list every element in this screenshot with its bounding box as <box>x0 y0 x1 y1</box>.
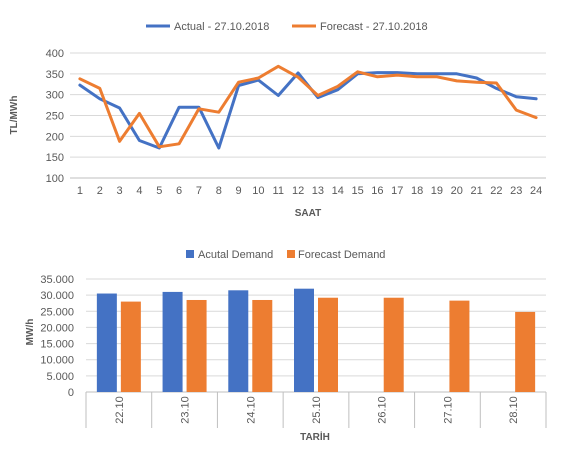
actual-demand-bar <box>228 290 249 392</box>
bar-series <box>96 288 536 392</box>
bar-y-tick-label: 15.000 <box>40 339 74 351</box>
line-y-tick-label: 350 <box>46 69 64 81</box>
forecast-demand-bar <box>449 300 470 392</box>
forecast-demand-bar <box>186 299 207 392</box>
line-x-tick-label: 18 <box>411 185 423 197</box>
legend-forecast-demand-swatch <box>287 250 295 258</box>
legend-actual-label: Actual - 27.10.2018 <box>174 21 269 33</box>
bar-y-tick-label: 0 <box>68 387 74 399</box>
line-x-tick-label: 13 <box>312 185 324 197</box>
line-legend: Actual - 27.10.2018 Forecast - 27.10.201… <box>146 21 428 33</box>
line-x-tick-label: 8 <box>216 185 222 197</box>
forecast-series-line <box>78 64 538 149</box>
bar-x-tick-label: 28.10 <box>508 396 520 424</box>
line-x-tick-label: 9 <box>236 185 242 197</box>
line-x-tick-label: 17 <box>391 185 403 197</box>
bar-y-tick-labels: 0 5.000 10.000 15.000 20.000 25.000 30.000 35.0… <box>40 274 74 399</box>
bar-y-tick-label: 5.000 <box>46 371 74 383</box>
line-x-tick-label: 24 <box>530 185 542 197</box>
bar-y-tick-label: 10.000 <box>40 355 74 367</box>
line-x-tick-label: 11 <box>273 185 284 197</box>
bar-y-axis-label: MW/h <box>25 319 36 346</box>
bar-legend: Acutal Demand Forecast Demand <box>186 249 385 261</box>
bar-y-tick-label: 20.000 <box>40 322 74 334</box>
line-y-tick-label: 300 <box>46 90 64 102</box>
legend-actual-demand-label: Acutal Demand <box>198 249 273 261</box>
line-x-tick-label: 4 <box>136 185 142 197</box>
line-x-tick-label: 20 <box>451 185 463 197</box>
line-x-tick-label: 23 <box>510 185 522 197</box>
bar-y-tick-label: 35.000 <box>40 274 74 286</box>
line-chart: Actual - 27.10.2018 Forecast - 27.10.201… <box>9 21 546 219</box>
bar-x-tick-label: 25.10 <box>311 396 323 424</box>
bar-chart: Acutal Demand Forecast Demand 0 5.000 10.0… <box>25 249 547 443</box>
bar-x-axis-label: TARİH <box>300 430 330 443</box>
line-y-axis-label: TL/MWh <box>9 96 20 135</box>
actual-demand-bar <box>96 293 117 392</box>
bar-x-tick-label: 27.10 <box>442 396 454 424</box>
line-gridlines <box>70 52 546 179</box>
line-series <box>78 64 538 150</box>
line-x-tick-labels: 1 2 3 4 5 6 7 8 9 10 11 12 13 14 15 16 17 18 19 20 21 22 23 24 <box>77 185 542 197</box>
line-y-tick-label: 400 <box>46 48 64 60</box>
line-y-tick-label: 200 <box>46 131 64 143</box>
line-x-tick-label: 12 <box>292 185 304 197</box>
line-x-tick-label: 10 <box>252 185 264 197</box>
bar-x-tick-label: 23.10 <box>180 396 192 424</box>
line-x-tick-label: 14 <box>332 185 344 197</box>
actual-demand-bar <box>294 288 314 392</box>
legend-forecast-label: Forecast - 27.10.2018 <box>320 21 428 33</box>
actual-demand-bar <box>162 291 183 392</box>
forecast-demand-bar <box>120 301 141 392</box>
bar-y-tick-label: 25.000 <box>40 306 74 318</box>
line-x-tick-label: 21 <box>470 185 482 197</box>
line-x-tick-label: 16 <box>371 185 383 197</box>
bar-x-tick-label: 26.10 <box>377 396 389 424</box>
line-x-tick-label: 5 <box>156 185 162 197</box>
line-x-axis-label: SAAT <box>295 208 321 219</box>
forecast-demand-bar <box>252 299 273 392</box>
line-y-tick-label: 100 <box>46 173 64 185</box>
line-x-tick-label: 2 <box>97 185 103 197</box>
line-x-tick-label: 19 <box>431 185 443 197</box>
bar-x-tick-label: 24.10 <box>245 396 257 424</box>
line-x-tick-label: 15 <box>351 185 363 197</box>
line-x-tick-label: 6 <box>176 185 182 197</box>
bar-x-tick-labels: 22.10 23.10 24.10 25.10 26.10 27.10 28.10 <box>114 396 520 424</box>
forecast-demand-bar <box>515 311 536 392</box>
bar-x-tick-label: 22.10 <box>114 396 126 424</box>
line-y-tick-label: 250 <box>46 111 64 123</box>
line-x-tick-label: 1 <box>77 185 83 197</box>
line-x-tick-label: 22 <box>490 185 502 197</box>
legend-actual-demand-swatch <box>186 250 194 258</box>
line-x-tick-label: 7 <box>196 185 202 197</box>
line-y-tick-label: 150 <box>46 152 64 164</box>
forecast-demand-bar <box>318 297 338 392</box>
line-y-tick-labels: 100 150 200 250 300 350 400 <box>46 48 64 185</box>
forecast-demand-bar <box>383 297 404 392</box>
line-x-tick-label: 3 <box>117 185 123 197</box>
legend-forecast-demand-label: Forecast Demand <box>298 249 385 261</box>
bar-y-tick-label: 30.000 <box>40 290 74 302</box>
